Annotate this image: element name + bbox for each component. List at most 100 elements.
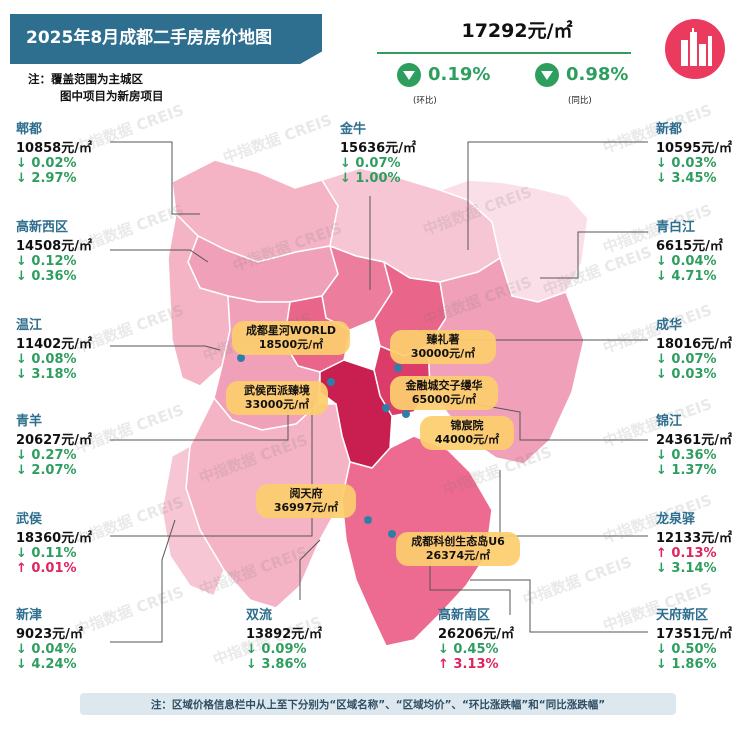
district-mom: ↓ 0.09% bbox=[246, 642, 307, 657]
district-mom: ↓ 0.04% bbox=[656, 254, 717, 269]
city-yoy-label: (同比) bbox=[568, 96, 592, 106]
project-label-kechuang-u6: 成都科创生态岛U6 26374元/㎡ bbox=[396, 532, 520, 566]
district-price: 10595元/㎡ bbox=[656, 141, 732, 156]
district-mom: ↓ 0.45% bbox=[438, 642, 499, 657]
project-name: 阅天府 bbox=[289, 487, 323, 500]
district-panel-jinniu: 金牛 15636元/㎡ ↓ 0.07% ↓ 1.00% bbox=[340, 118, 416, 186]
creis-logo-icon bbox=[665, 19, 725, 79]
district-name: 金牛 bbox=[340, 122, 367, 137]
district-panel-tianfu: 天府新区 17351元/㎡ ↓ 0.50% ↓ 1.86% bbox=[656, 604, 732, 672]
map-region-qingbaijiang bbox=[437, 179, 589, 303]
district-yoy: ↓ 3.14% bbox=[656, 561, 717, 576]
project-label-yuetianfu: 阅天府 36997元/㎡ bbox=[256, 484, 356, 518]
note-coverage: 注：覆盖范围为主城区 bbox=[28, 72, 143, 86]
district-yoy: ↓ 1.86% bbox=[656, 657, 717, 672]
district-name: 成华 bbox=[656, 318, 683, 333]
title-banner bbox=[10, 14, 322, 64]
city-average-price: 17292元/㎡ bbox=[461, 20, 573, 42]
district-panel-qingyang: 青羊 20627元/㎡ ↓ 0.27% ↓ 2.07% bbox=[16, 410, 92, 478]
leader-lines bbox=[110, 141, 648, 643]
district-mom: ↓ 0.04% bbox=[16, 642, 77, 657]
project-name: 锦宸院 bbox=[450, 419, 484, 432]
district-price: 18360元/㎡ bbox=[16, 531, 92, 546]
district-panel-qingbaijiang: 青白江 6615元/㎡ ↓ 0.04% ↓ 4.71% bbox=[656, 216, 723, 284]
project-name: 武侯西派臻境 bbox=[244, 384, 310, 397]
project-price: 36997元/㎡ bbox=[273, 501, 339, 514]
project-dots bbox=[237, 354, 410, 538]
district-mom: ↓ 0.08% bbox=[16, 352, 77, 367]
district-price: 15636元/㎡ bbox=[340, 141, 416, 156]
district-price: 24361元/㎡ bbox=[656, 433, 732, 448]
project-price: 26374元/㎡ bbox=[425, 549, 491, 562]
project-price: 30000元/㎡ bbox=[410, 347, 476, 360]
down-arrow-icon bbox=[397, 63, 421, 87]
district-yoy: ↓ 1.37% bbox=[656, 463, 717, 478]
project-name: 成都星河WORLD bbox=[245, 324, 337, 337]
district-yoy: ↓ 2.97% bbox=[16, 171, 77, 186]
city-mom-change: 0.19% bbox=[428, 64, 491, 85]
district-mom: ↑ 0.13% bbox=[656, 546, 717, 561]
district-name: 龙泉驿 bbox=[656, 512, 696, 527]
district-name: 温江 bbox=[16, 318, 43, 333]
district-yoy: ↓ 1.00% bbox=[340, 171, 401, 186]
district-mom: ↓ 0.07% bbox=[656, 352, 717, 367]
district-price: 10858元/㎡ bbox=[16, 141, 92, 156]
district-price: 17351元/㎡ bbox=[656, 627, 732, 642]
district-panel-shuangliu: 双流 13892元/㎡ ↓ 0.09% ↓ 3.86% bbox=[246, 604, 322, 672]
district-panel-chenghua: 成华 18016元/㎡ ↓ 0.07% ↓ 0.03% bbox=[656, 314, 732, 382]
project-price: 18500元/㎡ bbox=[258, 338, 324, 351]
district-yoy: ↓ 2.07% bbox=[16, 463, 77, 478]
district-mom: ↓ 0.07% bbox=[340, 156, 401, 171]
page-title: 2025年8月成都二手房房价地图 bbox=[26, 28, 273, 48]
project-price: 44000元/㎡ bbox=[434, 433, 500, 446]
district-name: 高新西区 bbox=[16, 220, 69, 235]
project-label-jiaozi-manhua: 金融城交子缦华 65000元/㎡ bbox=[390, 376, 498, 410]
district-mom: ↓ 0.03% bbox=[656, 156, 717, 171]
district-name: 高新南区 bbox=[438, 608, 491, 623]
district-price: 13892元/㎡ bbox=[246, 627, 322, 642]
district-yoy: ↓ 3.86% bbox=[246, 657, 307, 672]
district-name: 青白江 bbox=[656, 220, 696, 235]
district-yoy: ↑ 3.13% bbox=[438, 657, 499, 672]
project-label-zhenlizhu: 臻礼著 30000元/㎡ bbox=[390, 330, 496, 364]
district-yoy: ↓ 3.18% bbox=[16, 367, 77, 382]
down-arrow-icon bbox=[535, 63, 559, 87]
district-yoy: ↑ 0.01% bbox=[16, 561, 77, 576]
map-region-xinjin bbox=[161, 444, 225, 597]
note-projects: 图中项目为新房项目 bbox=[60, 89, 164, 103]
district-name: 锦江 bbox=[656, 414, 683, 429]
footer-note: 注：区域价格信息栏中从上至下分别为“区域名称”、“区域均价”、“环比涨跌幅”和“… bbox=[80, 693, 676, 715]
district-name: 武侯 bbox=[16, 512, 43, 527]
district-price: 14508元/㎡ bbox=[16, 239, 92, 254]
district-mom: ↓ 0.50% bbox=[656, 642, 717, 657]
district-yoy: ↓ 4.71% bbox=[656, 269, 717, 284]
district-name: 青羊 bbox=[16, 414, 43, 429]
city-yoy-change: 0.98% bbox=[566, 64, 629, 85]
district-mom: ↓ 0.36% bbox=[656, 448, 717, 463]
district-name: 双流 bbox=[246, 608, 273, 623]
district-price: 6615元/㎡ bbox=[656, 239, 723, 254]
district-price: 20627元/㎡ bbox=[16, 433, 92, 448]
district-panel-longquanyi: 龙泉驿 12133元/㎡ ↑ 0.13% ↓ 3.14% bbox=[656, 508, 732, 576]
district-name: 郫都 bbox=[16, 122, 43, 137]
project-price: 33000元/㎡ bbox=[244, 398, 310, 411]
district-mom: ↓ 0.27% bbox=[16, 448, 77, 463]
project-price: 65000元/㎡ bbox=[411, 393, 477, 406]
district-price: 11402元/㎡ bbox=[16, 337, 92, 352]
district-name: 天府新区 bbox=[656, 608, 709, 623]
district-panel-wenjiang: 温江 11402元/㎡ ↓ 0.08% ↓ 3.18% bbox=[16, 314, 92, 382]
district-panel-jinjiang: 锦江 24361元/㎡ ↓ 0.36% ↓ 1.37% bbox=[656, 410, 732, 478]
district-mom: ↓ 0.12% bbox=[16, 254, 77, 269]
district-panel-pidu: 郫都 10858元/㎡ ↓ 0.02% ↓ 2.97% bbox=[16, 118, 92, 186]
project-name: 成都科创生态岛U6 bbox=[411, 535, 505, 548]
district-panel-xindu: 新都 10595元/㎡ ↓ 0.03% ↓ 3.45% bbox=[656, 118, 732, 186]
district-name: 新都 bbox=[656, 122, 683, 137]
district-price: 12133元/㎡ bbox=[656, 531, 732, 546]
district-panel-gaoxinnan: 高新南区 26206元/㎡ ↓ 0.45% ↑ 3.13% bbox=[438, 604, 514, 672]
project-label-wuhou-xipai: 武侯西派臻境 33000元/㎡ bbox=[226, 381, 328, 415]
district-price: 18016元/㎡ bbox=[656, 337, 732, 352]
district-panel-xinjin: 新津 9023元/㎡ ↓ 0.04% ↓ 4.24% bbox=[16, 604, 83, 672]
district-panel-gaoxinxi: 高新西区 14508元/㎡ ↓ 0.12% ↓ 0.36% bbox=[16, 216, 92, 284]
district-yoy: ↓ 0.36% bbox=[16, 269, 77, 284]
district-yoy: ↓ 4.24% bbox=[16, 657, 77, 672]
